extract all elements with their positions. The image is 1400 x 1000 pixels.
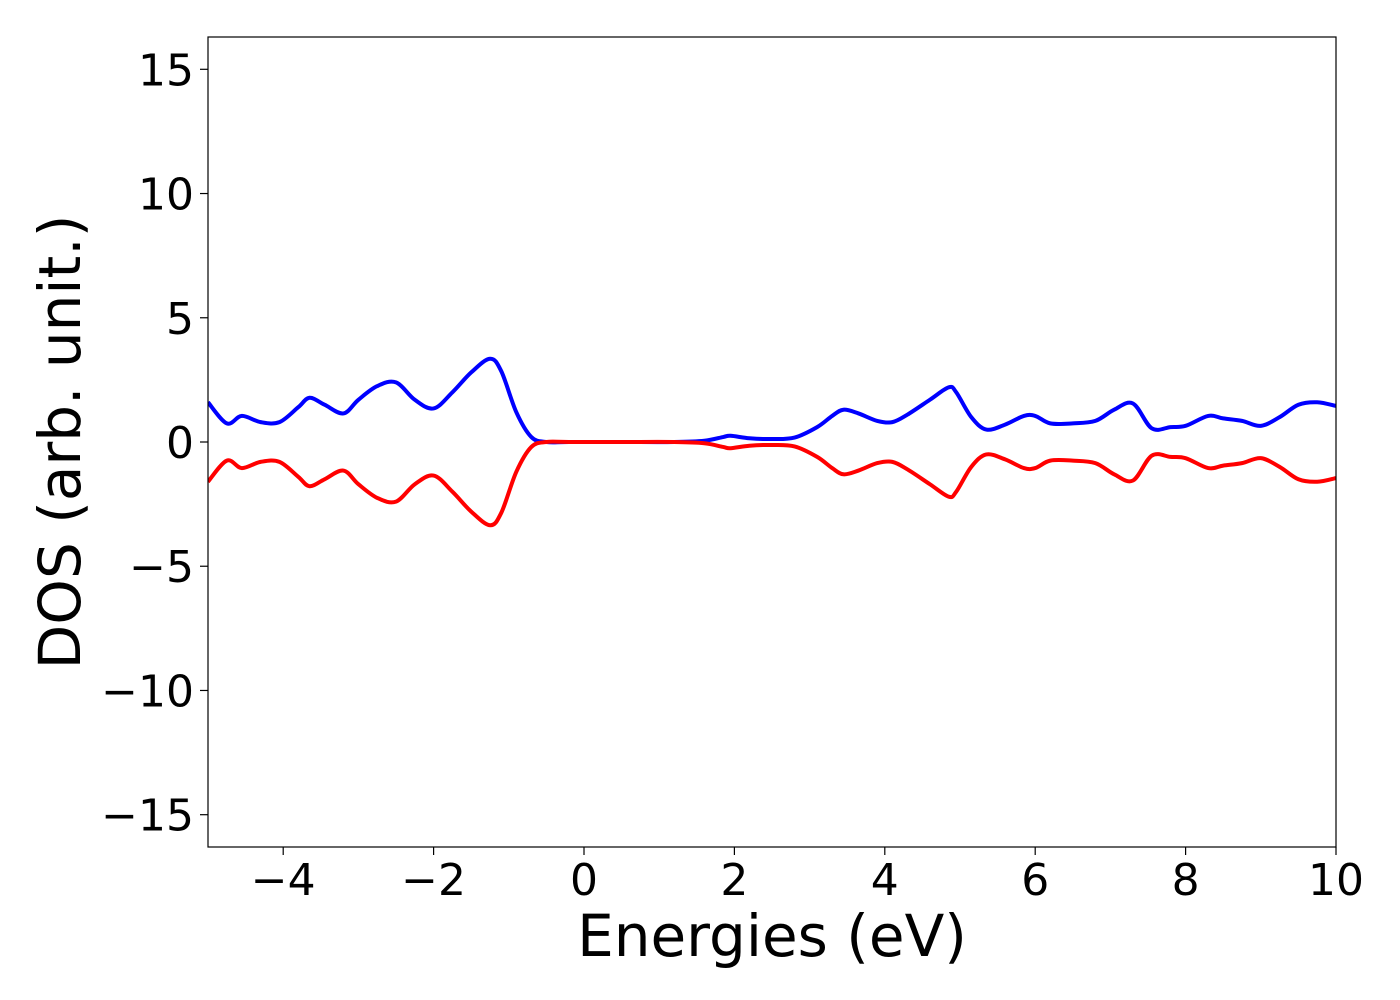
plot-frame bbox=[207, 36, 1337, 848]
x-axis-label: Energies (eV) bbox=[577, 902, 967, 970]
y-axis-ticks: 15 10 5 0 −5 −10 −15 bbox=[101, 45, 208, 842]
y-tick-label: 0 bbox=[166, 418, 194, 469]
x-tick-label: 4 bbox=[871, 855, 899, 906]
y-tick-label: −5 bbox=[129, 542, 194, 593]
x-tick-label: 2 bbox=[720, 855, 748, 906]
x-tick-label: −2 bbox=[401, 855, 466, 906]
x-tick-label: 6 bbox=[1021, 855, 1049, 906]
y-tick-label: −10 bbox=[101, 666, 194, 717]
x-tick-label: 10 bbox=[1308, 855, 1364, 906]
x-tick-label: −4 bbox=[251, 855, 316, 906]
series-line-blue bbox=[208, 356, 1336, 445]
y-tick-label: 5 bbox=[166, 294, 194, 345]
y-axis-label: DOS (arb. unit.) bbox=[26, 215, 94, 670]
series-layer bbox=[208, 356, 1336, 528]
x-tick-label: 8 bbox=[1172, 855, 1200, 906]
y-tick-label: 10 bbox=[138, 170, 194, 221]
x-axis-ticks: −4 −2 0 2 4 6 8 10 bbox=[251, 847, 1364, 906]
series-line-red bbox=[208, 439, 1336, 528]
y-tick-label: 15 bbox=[138, 45, 194, 96]
y-tick-label: −15 bbox=[101, 791, 194, 842]
x-tick-label: 0 bbox=[570, 855, 598, 906]
